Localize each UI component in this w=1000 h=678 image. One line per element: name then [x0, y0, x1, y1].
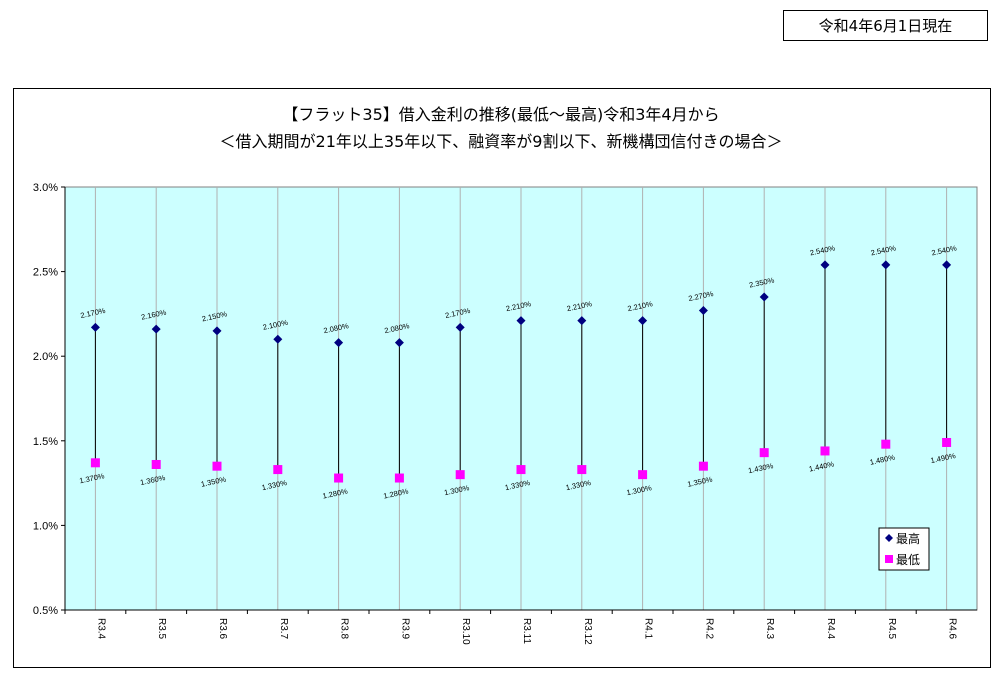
x-tick-label: R4.1 [643, 618, 654, 640]
x-tick-label: R3.9 [399, 618, 410, 640]
max-rate-point [334, 338, 344, 348]
legend-min-marker [885, 555, 893, 563]
x-tick-label: R4.2 [703, 618, 714, 640]
x-tick-label: R4.4 [825, 618, 836, 640]
x-tick-label: R3.5 [156, 618, 167, 640]
min-rate-point [942, 437, 952, 447]
chart-title-line2: ＜借入期間が21年以上35年以下、融資率が9割以下、新機構団信付きの場合＞ [220, 132, 783, 151]
max-rate-point [273, 334, 283, 344]
chart-title-line1: 【フラット35】借入金利の推移(最低～最高)令和3年4月から [282, 105, 719, 124]
min-rate-point [820, 446, 830, 456]
min-rate-point [394, 473, 404, 483]
max-rate-point [455, 322, 465, 332]
x-tick-label: R3.10 [460, 618, 471, 645]
x-tick-label: R3.8 [339, 618, 350, 640]
min-rate-point [273, 465, 283, 475]
plot-area: 0.5% 1.0% 1.5% 2.0% 2.5% 3.0% R3.4 R3.5 R3.6 R3.7… [33, 182, 978, 645]
min-rate-point [151, 459, 161, 469]
date-label: 令和4年6月1日現在 [783, 10, 988, 41]
y-tick-label: 3.0% [33, 182, 58, 194]
min-rate-point [881, 439, 891, 449]
x-tick-label: R3.6 [217, 618, 228, 640]
x-tick-label: R3.7 [278, 618, 289, 640]
min-rate-point [577, 465, 587, 475]
max-rate-point [638, 316, 648, 326]
x-tick-label: R4.5 [886, 618, 897, 640]
max-rate-point [212, 326, 222, 336]
max-rate-point [942, 260, 952, 270]
y-tick-label: 2.0% [33, 351, 58, 363]
max-rate-point [759, 292, 769, 302]
y-tick-label: 1.5% [33, 436, 58, 448]
max-rate-point [516, 316, 526, 326]
x-tick-label: R3.4 [95, 618, 106, 640]
x-tick-label: R3.11 [521, 618, 532, 644]
max-rate-point [90, 322, 100, 332]
max-rate-point [151, 324, 161, 334]
min-rate-point [638, 470, 648, 480]
max-rate-point [881, 260, 891, 270]
y-tick-label: 2.5% [33, 267, 58, 279]
x-tick-label: R3.12 [582, 618, 593, 645]
min-rate-point [516, 465, 526, 475]
legend-min-label: 最低 [896, 553, 920, 567]
x-tick-label: R4.6 [947, 618, 958, 640]
legend-max-label: 最高 [896, 531, 920, 546]
min-rate-point [698, 461, 708, 471]
legend-max-marker [885, 534, 893, 542]
max-rate-point [577, 316, 587, 326]
y-tick-label: 1.0% [33, 520, 58, 532]
min-rate-point [90, 458, 100, 468]
x-tick-label: R4.3 [764, 618, 775, 640]
max-rate-point [698, 306, 708, 316]
max-rate-point [820, 260, 830, 270]
min-rate-point [455, 470, 465, 480]
max-rate-point [394, 338, 404, 348]
y-tick-label: 0.5% [33, 605, 58, 617]
min-rate-point [212, 461, 222, 471]
min-rate-point [759, 448, 769, 458]
min-rate-point [334, 473, 344, 483]
